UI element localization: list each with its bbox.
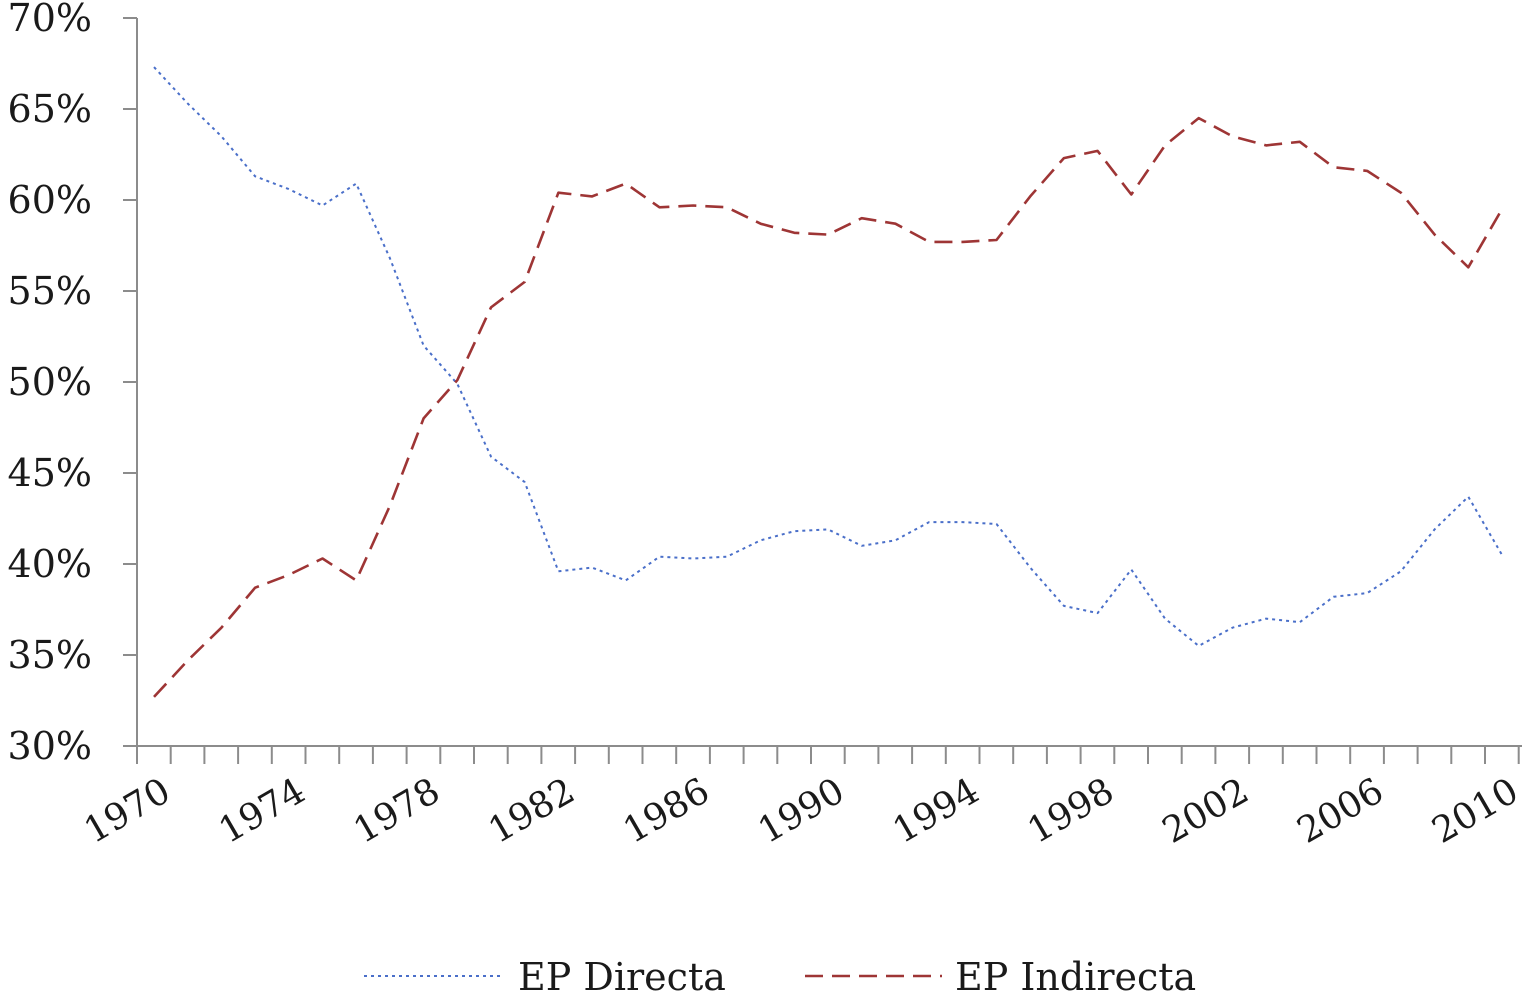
x-tick-label: 2006: [1291, 770, 1391, 851]
y-tick-label: 40%: [8, 542, 92, 586]
x-tick-label: 1990: [751, 770, 851, 851]
y-tick-label: 70%: [8, 0, 92, 40]
chart-axes: [136, 18, 1522, 747]
y-axis-ticks: 30% 35% 40% 45% 50% 55% 60% 65% 70%: [8, 0, 137, 768]
x-tick-label: 1970: [77, 770, 177, 851]
chart-series: [153, 66, 1504, 698]
y-tick-label: 55%: [8, 269, 92, 313]
y-tick-label: 60%: [8, 178, 92, 222]
x-tick-label: 1978: [347, 770, 447, 851]
y-tick-label: 45%: [8, 451, 92, 495]
x-tick-label: 1998: [1021, 770, 1121, 851]
y-tick-label: 65%: [8, 87, 92, 131]
legend-label: EP Indirecta: [955, 955, 1196, 993]
series-line-ep-indirecta: [153, 116, 1504, 698]
y-tick-label: 30%: [8, 724, 92, 768]
y-tick-label: 35%: [8, 633, 92, 677]
legend-label: EP Directa: [518, 955, 726, 993]
x-tick-label: 1982: [482, 770, 582, 851]
series-line-ep-directa: [153, 66, 1503, 647]
x-tick-label: 1994: [886, 770, 986, 851]
x-tick-label: 2002: [1156, 770, 1256, 851]
y-tick-label: 50%: [8, 360, 92, 404]
x-tick-label: 1986: [617, 770, 717, 851]
x-tick-label: 2010: [1425, 770, 1524, 851]
x-axis-ticks: 1970 1974 1978 1982 1986 1990 1994 1998 2002 2006…: [77, 746, 1524, 852]
chart-legend: EP Directa EP Indirecta: [364, 955, 1196, 993]
x-tick-label: 1974: [212, 770, 312, 851]
